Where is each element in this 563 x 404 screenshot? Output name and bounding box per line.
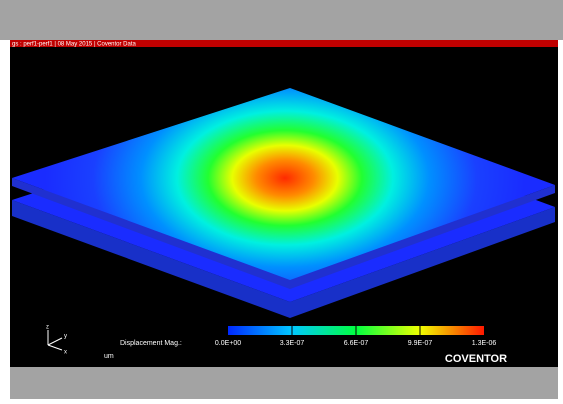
- legend-tick-label: 3.3E-07: [280, 340, 305, 347]
- triad-x: x: [64, 350, 67, 356]
- legend-unit: um: [104, 353, 114, 360]
- legend-tick-label: 9.9E-07: [408, 340, 433, 347]
- legend-tick-label: 0.0E+00: [215, 340, 241, 347]
- brand: COVENTOR: [445, 353, 507, 365]
- status-bar: [10, 367, 558, 399]
- viewer: gs : perf1-perf1 | 08 May 2015 | Covento…: [0, 0, 563, 399]
- legend-label: Displacement Mag.:: [120, 340, 182, 347]
- legend-tick-label: 1.3E-06: [472, 340, 497, 347]
- triad-y: y: [64, 334, 67, 340]
- triad-z: z: [46, 325, 49, 331]
- legend-tick-label: 6.6E-07: [344, 340, 369, 347]
- header-title: gs : perf1-perf1 | 08 May 2015 | Covento…: [12, 42, 137, 48]
- page: {"header": {"title": "gs : perf1-perf1 |…: [0, 0, 563, 404]
- toolbar: [0, 0, 563, 40]
